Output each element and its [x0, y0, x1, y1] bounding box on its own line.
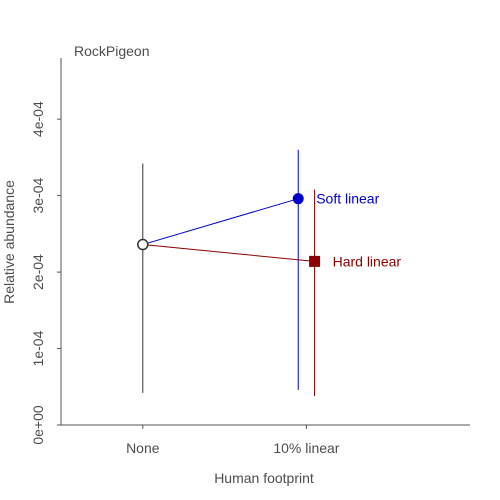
y-tick-label: 1e-04: [30, 330, 46, 366]
y-tick-label: 3e-04: [30, 178, 46, 214]
data-point-soft-linear: [292, 193, 304, 205]
data-point-hard-linear: [309, 255, 321, 267]
y-tick-label: 2e-04: [30, 254, 46, 290]
x-axis-title: Human footprint: [214, 470, 314, 486]
series-label-soft-linear: Soft linear: [316, 191, 379, 207]
axes: 0e+00 1e-04 2e-04 3e-04 4e-04 None 10% linear: [30, 58, 470, 456]
y-axis-title: Relative abundance: [1, 180, 17, 304]
data-point-baseline: [137, 238, 149, 251]
series-line-hard-linear: [142, 244, 315, 262]
y-tick-label: 4e-04: [30, 101, 46, 137]
panel-title: RockPigeon: [74, 43, 150, 59]
y-tick-label: 0e+00: [30, 405, 46, 445]
plot-area: Soft linear Hard linear: [137, 149, 402, 396]
series-line-soft-linear: [142, 198, 299, 246]
x-tick-label: 10% linear: [273, 440, 339, 456]
x-tick-label: None: [126, 440, 160, 456]
series-label-hard-linear: Hard linear: [333, 253, 402, 269]
